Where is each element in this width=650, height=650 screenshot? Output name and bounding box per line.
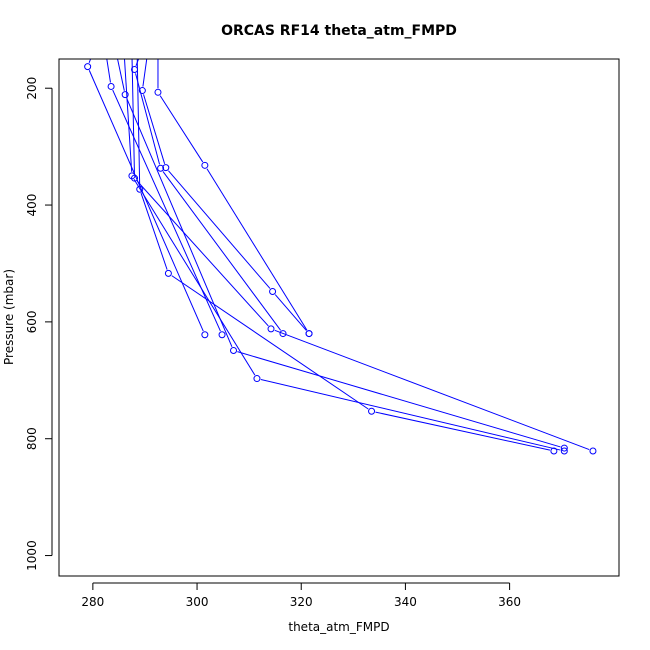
data-point: [560, 447, 568, 455]
series-5-segment: [136, 180, 269, 327]
x-tick-label: 280: [81, 595, 104, 609]
series-3: [117, 59, 568, 452]
series-5-segment: [274, 329, 590, 451]
series-1-segment: [88, 59, 92, 64]
x-axis-label: theta_atm_FMPD: [288, 620, 389, 634]
series-4-segment: [260, 378, 561, 451]
y-axis-label: Pressure (mbar): [2, 269, 16, 365]
y-tick-label: 800: [25, 427, 39, 450]
y-tick-label: 1000: [25, 540, 39, 571]
data-point: [267, 325, 275, 333]
series-6-segment: [171, 275, 369, 410]
series-layer: [84, 59, 597, 455]
x-axis: 280 300 320 340 360: [81, 582, 521, 609]
series-9-segment: [206, 168, 308, 331]
series-5-segment: [131, 59, 135, 175]
data-point: [279, 330, 287, 338]
series-6: [136, 59, 558, 455]
series-8-segment: [168, 170, 271, 289]
plot-area-frame: [58, 58, 620, 577]
series-1: [84, 59, 209, 339]
series-9-segment: [159, 95, 204, 163]
data-point: [154, 88, 162, 96]
data-point: [201, 331, 209, 339]
series-1-segment: [88, 70, 204, 332]
chart-title: ORCAS RF14 theta_atm_FMPD: [221, 23, 457, 39]
series-5: [131, 59, 597, 455]
series-4-segment: [133, 178, 256, 376]
series-9: [154, 59, 313, 338]
data-point: [305, 330, 313, 338]
series-8-segment: [143, 94, 166, 164]
data-point: [157, 164, 165, 172]
data-point: [136, 185, 144, 193]
series-3-segment: [126, 98, 233, 348]
data-point: [550, 447, 558, 455]
data-point: [368, 407, 376, 415]
y-tick-label: 200: [25, 77, 39, 100]
data-point: [138, 87, 146, 95]
series-6-segment: [140, 192, 168, 270]
series-8-segment: [274, 294, 307, 331]
x-tick-label: 300: [186, 595, 209, 609]
x-tick-label: 340: [394, 595, 417, 609]
data-point: [121, 91, 129, 99]
data-point: [84, 63, 92, 71]
data-point: [162, 164, 170, 172]
series-8: [138, 59, 313, 338]
data-point: [164, 269, 172, 277]
y-tick-label: 400: [25, 194, 39, 217]
series-6-segment: [136, 59, 141, 186]
series-2-segment: [106, 59, 111, 83]
series-6-segment: [375, 411, 551, 451]
data-point: [131, 174, 139, 182]
data-point: [218, 331, 226, 339]
data-point: [201, 161, 209, 169]
data-point: [131, 66, 139, 74]
series-8-segment: [142, 59, 148, 87]
series-4: [123, 59, 568, 455]
y-axis: 200 400 600 800 1000: [25, 77, 53, 571]
data-point: [560, 444, 568, 452]
data-point: [230, 347, 238, 355]
data-point: [269, 288, 277, 296]
data-point: [107, 82, 115, 90]
x-tick-label: 320: [290, 595, 313, 609]
data-point: [589, 447, 597, 455]
data-point: [253, 375, 261, 383]
series-7-segment: [162, 171, 282, 331]
series-3-segment: [237, 351, 561, 448]
x-tick-label: 360: [498, 595, 521, 609]
series-4-segment: [123, 59, 133, 172]
y-tick-label: 600: [25, 310, 39, 333]
